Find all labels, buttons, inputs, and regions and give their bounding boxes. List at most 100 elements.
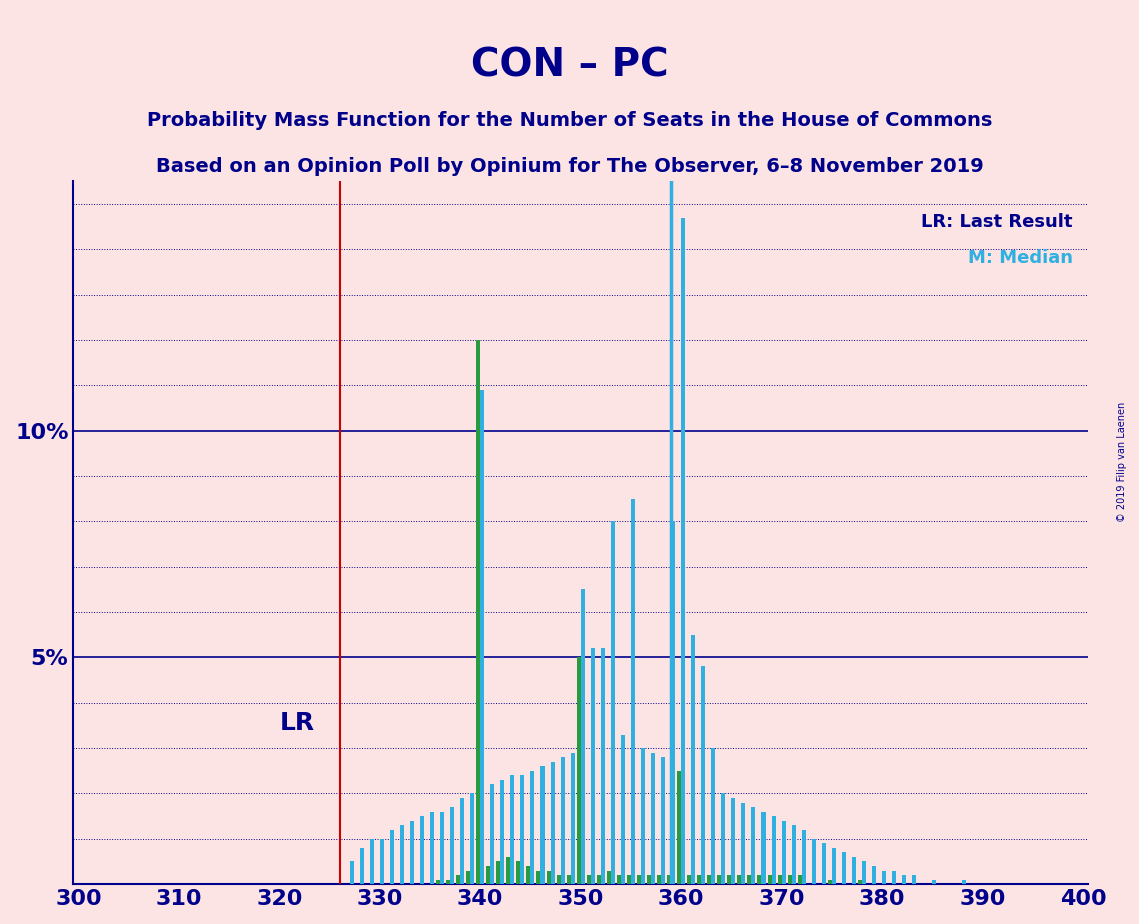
Bar xyxy=(360,848,363,884)
Bar xyxy=(466,870,470,884)
Bar xyxy=(762,811,765,884)
Text: LR: Last Result: LR: Last Result xyxy=(921,213,1073,231)
Bar xyxy=(500,780,505,884)
Text: M: Median: M: Median xyxy=(968,249,1073,267)
Bar xyxy=(932,880,936,884)
Bar xyxy=(912,875,916,884)
Bar xyxy=(581,590,584,884)
Bar xyxy=(490,784,494,884)
Bar xyxy=(787,875,792,884)
Bar xyxy=(446,880,450,884)
Bar xyxy=(697,875,702,884)
Bar xyxy=(617,875,621,884)
Bar xyxy=(737,875,741,884)
Bar xyxy=(768,875,771,884)
Bar xyxy=(557,875,560,884)
Bar xyxy=(526,866,531,884)
Bar xyxy=(718,875,721,884)
Bar xyxy=(771,816,776,884)
Bar xyxy=(547,870,550,884)
Bar xyxy=(842,853,846,884)
Bar xyxy=(587,875,591,884)
Bar xyxy=(591,649,595,884)
Bar xyxy=(731,798,736,884)
Bar xyxy=(797,875,802,884)
Bar xyxy=(470,794,474,884)
Bar xyxy=(661,757,665,884)
Bar xyxy=(892,870,896,884)
Bar xyxy=(431,811,434,884)
Bar xyxy=(541,766,544,884)
Bar xyxy=(862,861,866,884)
Bar xyxy=(757,875,762,884)
Bar xyxy=(657,875,661,884)
Bar xyxy=(872,866,876,884)
Bar xyxy=(600,649,605,884)
Bar xyxy=(667,875,671,884)
Bar xyxy=(626,875,631,884)
Bar xyxy=(671,521,675,884)
Bar xyxy=(436,880,440,884)
Bar xyxy=(576,657,581,884)
Bar xyxy=(781,821,786,884)
Text: Based on an Opinion Poll by Opinium for The Observer, 6–8 November 2019: Based on an Opinion Poll by Opinium for … xyxy=(156,157,983,176)
Bar xyxy=(828,880,831,884)
Bar xyxy=(802,830,805,884)
Bar xyxy=(882,870,886,884)
Bar xyxy=(747,875,752,884)
Bar xyxy=(752,807,755,884)
Bar xyxy=(597,875,600,884)
Bar xyxy=(400,825,404,884)
Bar xyxy=(611,521,615,884)
Bar xyxy=(641,748,645,884)
Text: © 2019 Filip van Laenen: © 2019 Filip van Laenen xyxy=(1117,402,1126,522)
Bar xyxy=(476,340,481,884)
Bar xyxy=(702,666,705,884)
Bar xyxy=(497,861,500,884)
Bar xyxy=(677,771,681,884)
Bar xyxy=(531,771,534,884)
Bar xyxy=(450,807,454,884)
Bar xyxy=(831,848,836,884)
Bar xyxy=(812,839,816,884)
Bar xyxy=(707,875,711,884)
Bar xyxy=(647,875,652,884)
Bar xyxy=(902,875,907,884)
Bar xyxy=(486,866,490,884)
Bar xyxy=(962,880,966,884)
Text: CON – PC: CON – PC xyxy=(470,46,669,84)
Bar xyxy=(621,735,625,884)
Bar xyxy=(420,816,424,884)
Bar xyxy=(691,635,695,884)
Bar xyxy=(721,794,726,884)
Bar xyxy=(852,857,855,884)
Bar xyxy=(681,217,686,884)
Bar xyxy=(510,775,515,884)
Bar xyxy=(516,861,521,884)
Bar xyxy=(379,839,384,884)
Bar xyxy=(370,839,374,884)
Bar xyxy=(741,803,745,884)
Bar xyxy=(607,870,611,884)
Bar xyxy=(631,499,634,884)
Bar xyxy=(390,830,394,884)
Bar xyxy=(711,748,715,884)
Bar xyxy=(350,861,353,884)
Bar xyxy=(507,857,510,884)
Bar xyxy=(560,757,565,884)
Bar xyxy=(440,811,444,884)
Bar xyxy=(858,880,862,884)
Bar xyxy=(566,875,571,884)
Bar xyxy=(481,390,484,884)
Bar xyxy=(687,875,691,884)
Bar xyxy=(536,870,541,884)
Bar xyxy=(460,798,464,884)
Bar xyxy=(821,844,826,884)
Bar xyxy=(456,875,460,884)
Bar xyxy=(550,761,555,884)
Bar xyxy=(521,775,524,884)
Bar xyxy=(410,821,413,884)
Bar xyxy=(778,875,781,884)
Text: LR: LR xyxy=(279,711,314,735)
Bar xyxy=(652,753,655,884)
